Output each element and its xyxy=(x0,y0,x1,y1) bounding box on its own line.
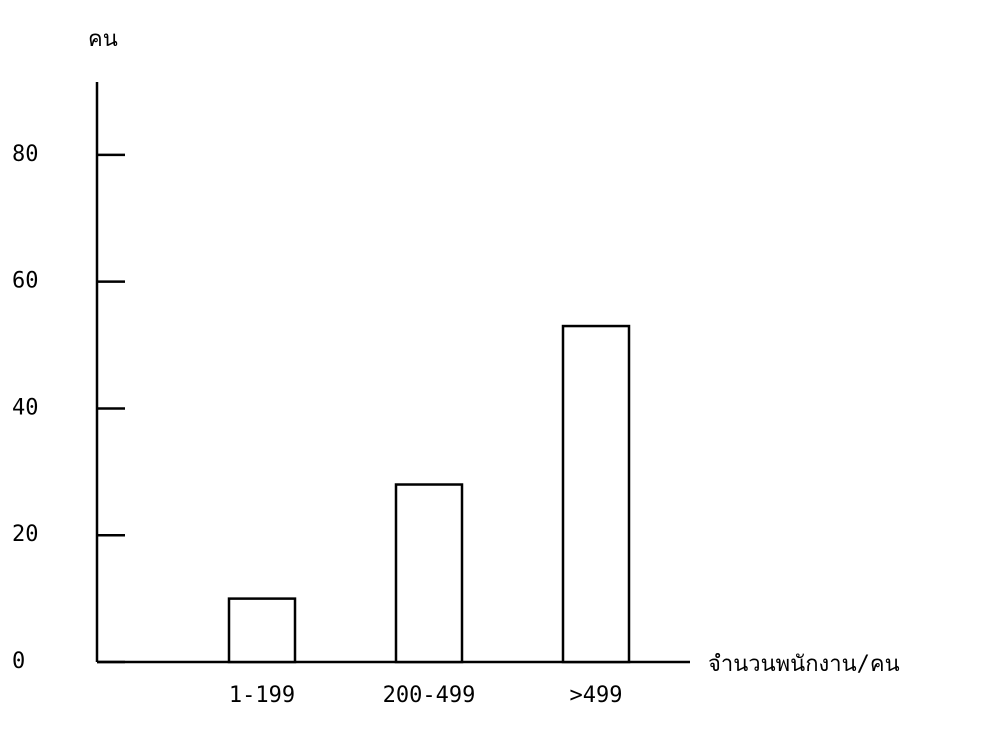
y-tick-label: 60 xyxy=(12,269,39,294)
x-tick-label: >499 xyxy=(570,683,623,708)
chart: คน จำนวนพนักงาน/คน 0 20 40 60 80 1-199 200-499… xyxy=(0,0,998,739)
x-tick-label: 200-499 xyxy=(383,683,476,708)
y-axis-label: คน xyxy=(88,27,118,52)
x-axis-label: จำนวนพนักงาน/คน xyxy=(708,652,900,677)
bar xyxy=(396,485,462,662)
y-tick-label: 0 xyxy=(12,649,25,674)
bar xyxy=(563,326,629,662)
y-tick-label: 40 xyxy=(12,395,39,420)
bar xyxy=(229,599,295,662)
y-tick-label: 20 xyxy=(12,522,39,547)
x-tick-label: 1-199 xyxy=(229,683,295,708)
y-tick-label: 80 xyxy=(12,142,39,167)
